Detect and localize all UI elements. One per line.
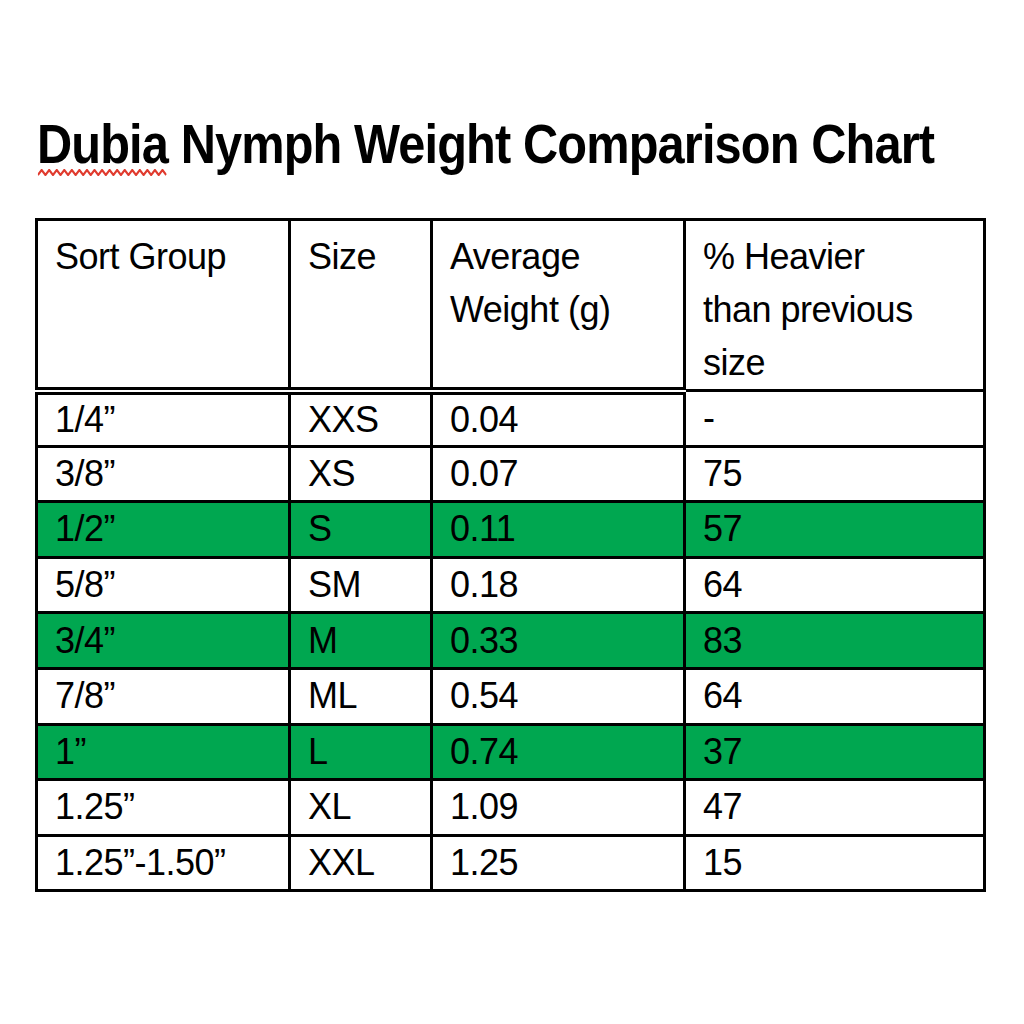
table-row: 3/4” M 0.33 83 — [37, 613, 985, 669]
misspelled-word: Dubia — [37, 110, 168, 177]
cell-percent-heavier: 64 — [685, 557, 985, 613]
table-row: 1/4” XXS 0.04 - — [37, 391, 985, 447]
cell-size: ML — [290, 668, 432, 724]
cell-average-weight: 0.54 — [432, 668, 685, 724]
cell-sort-group: 1.25”-1.50” — [37, 835, 290, 891]
cell-size: XXL — [290, 835, 432, 891]
table-row: 1.25”-1.50” XXL 1.25 15 — [37, 835, 985, 891]
cell-percent-heavier: 64 — [685, 668, 985, 724]
cell-sort-group: 1/2” — [37, 502, 290, 558]
cell-size: S — [290, 502, 432, 558]
cell-sort-group: 7/8” — [37, 668, 290, 724]
cell-sort-group: 1/4” — [37, 391, 290, 447]
table-row: 1/2” S 0.11 57 — [37, 502, 985, 558]
weight-comparison-table: Sort Group Size Average Weight (g) % Hea… — [35, 218, 986, 892]
title-word-dubia: Dubia — [37, 112, 168, 175]
cell-average-weight: 0.33 — [432, 613, 685, 669]
cell-size: XL — [290, 780, 432, 836]
cell-size: L — [290, 724, 432, 780]
cell-percent-heavier: 57 — [685, 502, 985, 558]
cell-sort-group: 5/8” — [37, 557, 290, 613]
cell-size: SM — [290, 557, 432, 613]
cell-sort-group: 3/4” — [37, 613, 290, 669]
table-row: 1.25” XL 1.09 47 — [37, 780, 985, 836]
cell-average-weight: 1.25 — [432, 835, 685, 891]
column-header-average-weight: Average Weight (g) — [432, 220, 685, 391]
cell-percent-heavier: - — [685, 391, 985, 447]
cell-average-weight: 0.07 — [432, 446, 685, 502]
cell-average-weight: 0.04 — [432, 391, 685, 447]
table-header-row: Sort Group Size Average Weight (g) % Hea… — [37, 220, 985, 391]
cell-average-weight: 0.18 — [432, 557, 685, 613]
table-row: 1” L 0.74 37 — [37, 724, 985, 780]
document-page: Dubia Nymph Weight Comparison Chart Sort… — [0, 0, 1024, 1024]
page-title: Dubia Nymph Weight Comparison Chart — [37, 110, 934, 177]
cell-size: XS — [290, 446, 432, 502]
cell-average-weight: 0.11 — [432, 502, 685, 558]
cell-sort-group: 3/8” — [37, 446, 290, 502]
cell-average-weight: 1.09 — [432, 780, 685, 836]
title-rest: Nymph Weight Comparison Chart — [168, 112, 934, 175]
cell-percent-heavier: 37 — [685, 724, 985, 780]
table-row: 3/8” XS 0.07 75 — [37, 446, 985, 502]
cell-percent-heavier: 47 — [685, 780, 985, 836]
cell-sort-group: 1.25” — [37, 780, 290, 836]
cell-sort-group: 1” — [37, 724, 290, 780]
column-header-sort-group: Sort Group — [37, 220, 290, 391]
table-row: 7/8” ML 0.54 64 — [37, 668, 985, 724]
cell-percent-heavier: 15 — [685, 835, 985, 891]
spellcheck-squiggle-underline — [38, 169, 166, 176]
cell-percent-heavier: 83 — [685, 613, 985, 669]
cell-size: M — [290, 613, 432, 669]
column-header-size: Size — [290, 220, 432, 391]
cell-average-weight: 0.74 — [432, 724, 685, 780]
table-row: 5/8” SM 0.18 64 — [37, 557, 985, 613]
column-header-percent-heavier: % Heavier than previous size — [685, 220, 985, 391]
cell-percent-heavier: 75 — [685, 446, 985, 502]
cell-size: XXS — [290, 391, 432, 447]
